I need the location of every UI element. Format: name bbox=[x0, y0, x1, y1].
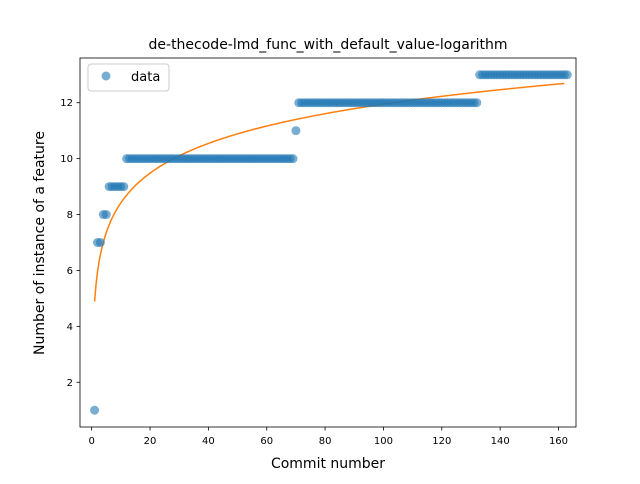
fit-line bbox=[93, 82, 565, 302]
legend-marker bbox=[101, 71, 111, 81]
legend: data bbox=[87, 63, 170, 92]
data-point bbox=[562, 70, 572, 80]
x-tick-label: 100 bbox=[374, 436, 393, 447]
x-tick-label: 140 bbox=[491, 436, 510, 447]
data-point bbox=[95, 238, 105, 247]
data-point bbox=[472, 98, 482, 108]
y-tick-label: 8 bbox=[67, 210, 73, 221]
x-tick-label: 160 bbox=[549, 436, 568, 447]
x-tick-label: 60 bbox=[260, 436, 273, 447]
fit-line-layer bbox=[93, 82, 565, 302]
legend-box bbox=[87, 63, 170, 92]
y-tick-label: 10 bbox=[60, 154, 73, 165]
data-point bbox=[288, 154, 298, 164]
x-tick-label: 120 bbox=[432, 436, 451, 447]
y-tick-label: 4 bbox=[67, 322, 73, 333]
data-point bbox=[119, 182, 129, 192]
x-tick-label: 0 bbox=[88, 436, 94, 447]
data-point bbox=[90, 405, 100, 415]
x-tick-label: 20 bbox=[144, 436, 157, 447]
chart-title: de-thecode-lmd_func_with_default_value-l… bbox=[149, 37, 508, 53]
data-points-layer bbox=[90, 70, 572, 415]
data-point bbox=[291, 126, 301, 136]
x-axis-label: Commit number bbox=[271, 456, 385, 472]
plot-frame bbox=[79, 57, 577, 428]
data-point bbox=[101, 210, 111, 220]
y-axis-label: Number of instance of a feature bbox=[32, 131, 48, 355]
y-tick-label: 12 bbox=[60, 98, 73, 109]
legend-label: data bbox=[131, 70, 160, 85]
x-tick-label: 40 bbox=[202, 436, 215, 447]
y-tick-label: 2 bbox=[67, 378, 73, 389]
x-tick-label: 80 bbox=[319, 436, 332, 447]
axes: 0 20 40 60 80 100 120 140 160 2 4 6 8 10 12 bbox=[60, 57, 577, 447]
y-tick-label: 6 bbox=[67, 266, 73, 277]
